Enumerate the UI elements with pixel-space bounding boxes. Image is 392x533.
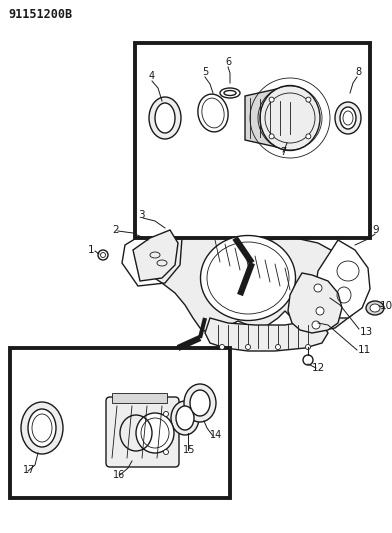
Ellipse shape [171, 401, 199, 435]
Circle shape [98, 250, 108, 260]
Polygon shape [288, 273, 342, 333]
Polygon shape [133, 230, 178, 281]
Circle shape [276, 344, 281, 350]
Text: 12: 12 [312, 363, 325, 373]
Text: 14: 14 [210, 430, 222, 440]
Ellipse shape [190, 390, 210, 416]
Circle shape [314, 284, 322, 292]
Circle shape [306, 97, 311, 102]
Bar [112, 393, 167, 403]
FancyBboxPatch shape [106, 397, 179, 467]
Ellipse shape [370, 304, 380, 312]
Text: 8: 8 [355, 67, 361, 77]
Text: 11: 11 [358, 345, 371, 355]
Circle shape [100, 253, 105, 257]
Polygon shape [145, 218, 358, 333]
Text: 4: 4 [149, 71, 155, 81]
Ellipse shape [176, 406, 194, 430]
Circle shape [316, 307, 324, 315]
Ellipse shape [149, 97, 181, 139]
Ellipse shape [184, 384, 216, 422]
Ellipse shape [335, 102, 361, 134]
Text: 7: 7 [280, 147, 286, 157]
Text: 5: 5 [202, 67, 208, 77]
Polygon shape [315, 240, 370, 318]
Ellipse shape [200, 236, 296, 320]
Polygon shape [205, 318, 328, 351]
Circle shape [245, 344, 250, 350]
Circle shape [306, 134, 311, 139]
Circle shape [305, 344, 310, 350]
Text: 3: 3 [138, 210, 145, 220]
Text: 6: 6 [225, 57, 231, 67]
Ellipse shape [260, 85, 320, 150]
Text: 9: 9 [372, 225, 379, 235]
Circle shape [163, 449, 169, 455]
Ellipse shape [340, 107, 356, 129]
Text: 16: 16 [113, 470, 125, 480]
Ellipse shape [21, 402, 63, 454]
Polygon shape [245, 86, 290, 150]
Text: 15: 15 [183, 445, 195, 455]
Text: 2: 2 [112, 225, 119, 235]
Bar [135, 43, 370, 238]
Text: 10: 10 [380, 301, 392, 311]
Text: 17: 17 [23, 465, 35, 475]
Ellipse shape [28, 409, 56, 447]
Bar [10, 348, 230, 498]
Ellipse shape [366, 301, 384, 315]
Circle shape [303, 355, 313, 365]
Ellipse shape [136, 413, 174, 453]
Circle shape [269, 97, 274, 102]
Circle shape [220, 344, 225, 350]
Text: 13: 13 [360, 327, 373, 337]
Circle shape [312, 321, 320, 329]
Text: 1: 1 [88, 245, 94, 255]
Text: 91151200B: 91151200B [8, 8, 72, 21]
Circle shape [163, 411, 169, 416]
Circle shape [269, 134, 274, 139]
Ellipse shape [155, 103, 175, 133]
